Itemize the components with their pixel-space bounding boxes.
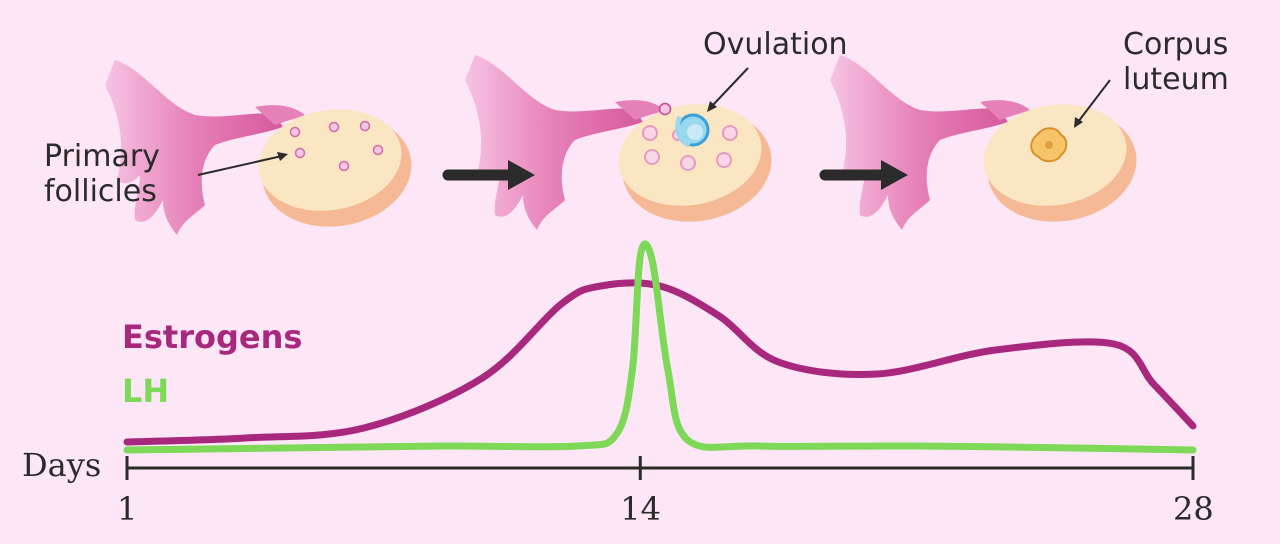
legend-lh: LH [122, 372, 170, 410]
process-arrow-2 [819, 160, 908, 190]
ovary-ovulation-illustration [465, 55, 772, 230]
x-tick-label-28: 28 [1173, 490, 1214, 528]
x-axis-ticks [125, 456, 1195, 480]
pointer-ovulation [707, 67, 749, 112]
pointer-corpus-luteum [1074, 79, 1111, 128]
x-tick-label-14: 14 [620, 490, 661, 528]
label-corpus-luteum-line2: luteum [1123, 61, 1229, 97]
label-primary-follicles-line1: Primary [44, 139, 160, 174]
ovulating-follicle [675, 113, 710, 148]
x-tick-label-1: 1 [117, 490, 138, 528]
ovary-primary-follicles-illustration [105, 60, 412, 235]
estrogens-line [123, 279, 1197, 446]
label-corpus-luteum: Corpus luteum [1123, 27, 1229, 97]
label-primary-follicles-line2: follicles [44, 173, 157, 209]
label-corpus-luteum-line1: Corpus [1123, 27, 1229, 62]
x-axis-label: Days [22, 446, 102, 484]
process-arrow-1 [442, 160, 535, 190]
lh-line [123, 240, 1197, 454]
follicle-dots [289, 120, 384, 172]
legend-estrogens: Estrogens [122, 318, 303, 356]
label-primary-follicles: Primary follicles [44, 139, 160, 209]
pointer-primary-follicles [197, 152, 288, 176]
released-oocyte [658, 102, 672, 116]
ovary-corpus-luteum-illustration [830, 55, 1137, 230]
label-ovulation: Ovulation [703, 27, 848, 62]
